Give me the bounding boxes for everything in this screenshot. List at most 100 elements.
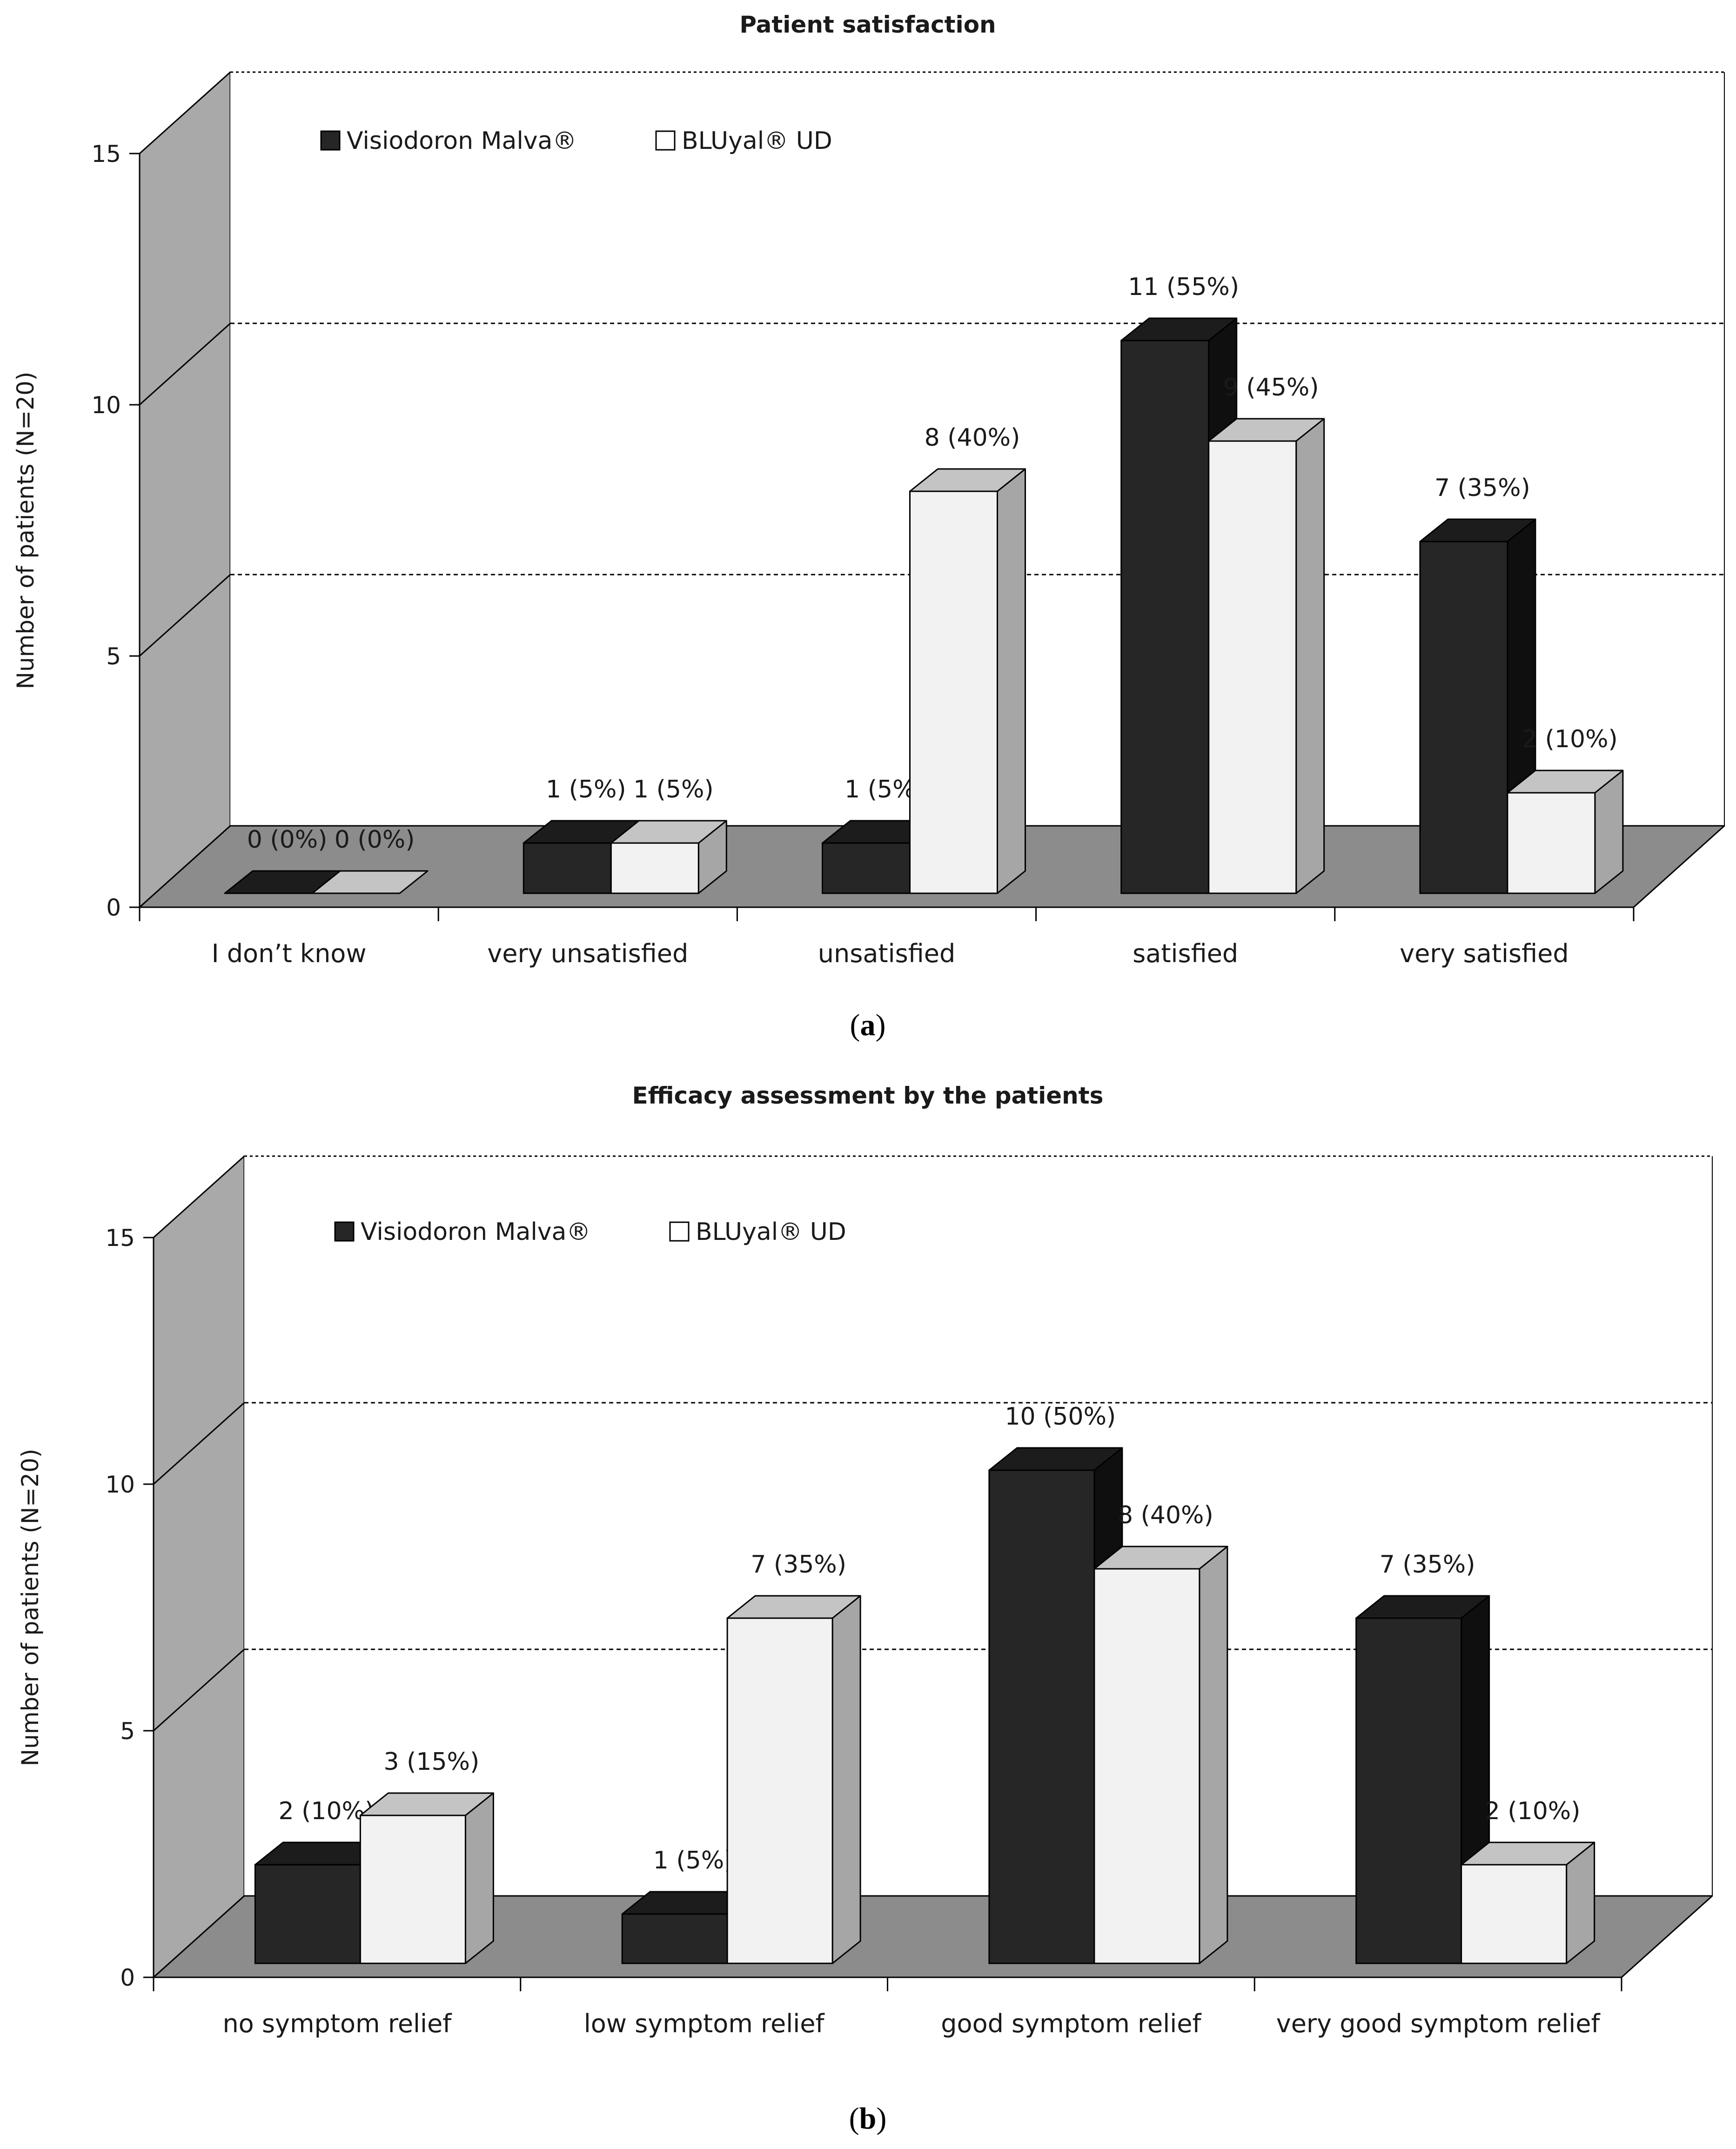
bar bbox=[909, 468, 1026, 894]
bar bbox=[1093, 1546, 1228, 1964]
bar-top bbox=[1461, 1841, 1595, 1866]
data-label: 11 (55%) bbox=[1128, 273, 1239, 301]
data-label: 2 (10%) bbox=[1485, 1797, 1581, 1825]
y-tick-label: 5 bbox=[106, 643, 121, 670]
bar-front bbox=[1419, 541, 1508, 894]
y-axis-label: Number of patients (N=20) bbox=[17, 1449, 44, 1767]
x-tick-label: very unsatisfied bbox=[487, 939, 688, 968]
data-label: 1 (5%) bbox=[633, 776, 714, 803]
data-label: 9 (45%) bbox=[1223, 374, 1319, 402]
gridline-side bbox=[139, 574, 231, 657]
bar-front bbox=[1208, 440, 1297, 894]
x-tick-label: unsatisfied bbox=[818, 939, 956, 968]
chart-panel-a: Patient satisfaction 0 5 10 15 Number of pati… bbox=[12, 11, 1725, 1042]
bar bbox=[1461, 1841, 1595, 1964]
bar bbox=[359, 1792, 494, 1964]
bar bbox=[610, 820, 727, 894]
data-label: 1 (5%) bbox=[653, 1847, 734, 1875]
bar-top bbox=[909, 468, 1026, 492]
bar-front bbox=[909, 490, 998, 894]
x-tick-label: very good symptom relief bbox=[1276, 2009, 1601, 2038]
x-tick-label: I don’t know bbox=[212, 939, 367, 968]
bar-front bbox=[1461, 1864, 1568, 1964]
legend-swatch bbox=[669, 1221, 690, 1242]
bar-top bbox=[726, 1595, 861, 1619]
bar-side bbox=[997, 468, 1026, 894]
legend-label: Visiodoron Malva® bbox=[361, 1218, 590, 1246]
bar-front bbox=[988, 1469, 1095, 1964]
y-tick-label: 10 bbox=[91, 392, 121, 419]
bar-front bbox=[726, 1617, 833, 1964]
data-label: 2 (10%) bbox=[1522, 725, 1618, 753]
bar-top bbox=[610, 820, 727, 844]
data-label: 0 (0%) bbox=[247, 826, 328, 854]
data-label: 8 (40%) bbox=[925, 424, 1020, 452]
data-label: 1 (5%) bbox=[546, 776, 626, 803]
bar bbox=[1507, 770, 1624, 894]
bar-top bbox=[1419, 518, 1536, 542]
bar-top bbox=[1355, 1595, 1490, 1619]
bar-front bbox=[1507, 792, 1596, 894]
data-label: 0 (0%) bbox=[335, 826, 415, 854]
x-tick-label: no symptom relief bbox=[222, 2009, 452, 2038]
data-label: 10 (50%) bbox=[1005, 1403, 1116, 1431]
gridline-side bbox=[153, 1402, 245, 1485]
bar-front bbox=[1120, 340, 1210, 894]
chart-title: Efficacy assessment by the patients bbox=[632, 1082, 1104, 1109]
data-label: 8 (40%) bbox=[1118, 1501, 1213, 1529]
bar-top bbox=[1093, 1546, 1228, 1570]
data-label: 7 (35%) bbox=[1434, 474, 1530, 502]
legend-swatch bbox=[655, 130, 676, 151]
bar-top bbox=[1208, 418, 1325, 442]
y-tick-label: 15 bbox=[91, 141, 121, 167]
panel-caption: (a) bbox=[850, 1008, 886, 1042]
gridline-side bbox=[153, 1648, 245, 1732]
bar bbox=[311, 870, 429, 894]
legend-swatch bbox=[320, 130, 341, 151]
x-tick-label: satisfied bbox=[1133, 939, 1238, 968]
bar-front bbox=[822, 842, 911, 894]
x-tick-label: good symptom relief bbox=[941, 2009, 1202, 2038]
bar-front bbox=[359, 1814, 466, 1964]
y-tick-label: 10 bbox=[105, 1471, 135, 1498]
chart-side-wall bbox=[153, 1155, 245, 1978]
x-tick-label: low symptom relief bbox=[584, 2009, 825, 2038]
bar-top bbox=[1120, 317, 1238, 341]
chart-back-wall bbox=[244, 1156, 1712, 1896]
bar-front bbox=[523, 842, 612, 894]
legend-label: BLUyal® UD bbox=[682, 127, 832, 155]
data-label: 7 (35%) bbox=[1380, 1551, 1475, 1579]
bar-front bbox=[1355, 1617, 1462, 1964]
bar-top bbox=[988, 1447, 1123, 1471]
bar-front bbox=[1093, 1568, 1200, 1964]
legend-swatch bbox=[334, 1221, 355, 1242]
panel-caption: (b) bbox=[849, 2102, 887, 2136]
data-label: 2 (10%) bbox=[278, 1797, 374, 1825]
data-label: 7 (35%) bbox=[751, 1551, 846, 1579]
bar-side bbox=[464, 1792, 494, 1964]
y-tick-label: 0 bbox=[106, 894, 121, 921]
chart-panel-b: Efficacy assessment by the patients 0 5 10 1… bbox=[17, 1082, 1713, 2136]
y-tick-label: 5 bbox=[120, 1718, 135, 1745]
bar bbox=[1208, 418, 1325, 894]
chart-title: Patient satisfaction bbox=[739, 11, 996, 38]
bar-side bbox=[1199, 1546, 1228, 1964]
legend-label: Visiodoron Malva® bbox=[347, 127, 576, 155]
chart-side-wall bbox=[139, 71, 231, 908]
bar-front bbox=[254, 1864, 361, 1964]
bar-side bbox=[1295, 418, 1325, 894]
bar-side bbox=[831, 1595, 861, 1964]
bar bbox=[726, 1595, 861, 1964]
y-tick-label: 15 bbox=[105, 1225, 135, 1252]
bar-top bbox=[359, 1792, 494, 1816]
legend-label: BLUyal® UD bbox=[696, 1218, 846, 1246]
y-axis-label: Number of patients (N=20) bbox=[12, 372, 39, 690]
x-tick-label: very satisfied bbox=[1400, 939, 1569, 968]
bar-top bbox=[1507, 770, 1624, 794]
bar-front bbox=[610, 842, 699, 894]
bar-front bbox=[621, 1913, 728, 1964]
gridline-side bbox=[139, 322, 231, 406]
data-label: 3 (15%) bbox=[383, 1748, 479, 1776]
y-tick-label: 0 bbox=[120, 1964, 135, 1991]
